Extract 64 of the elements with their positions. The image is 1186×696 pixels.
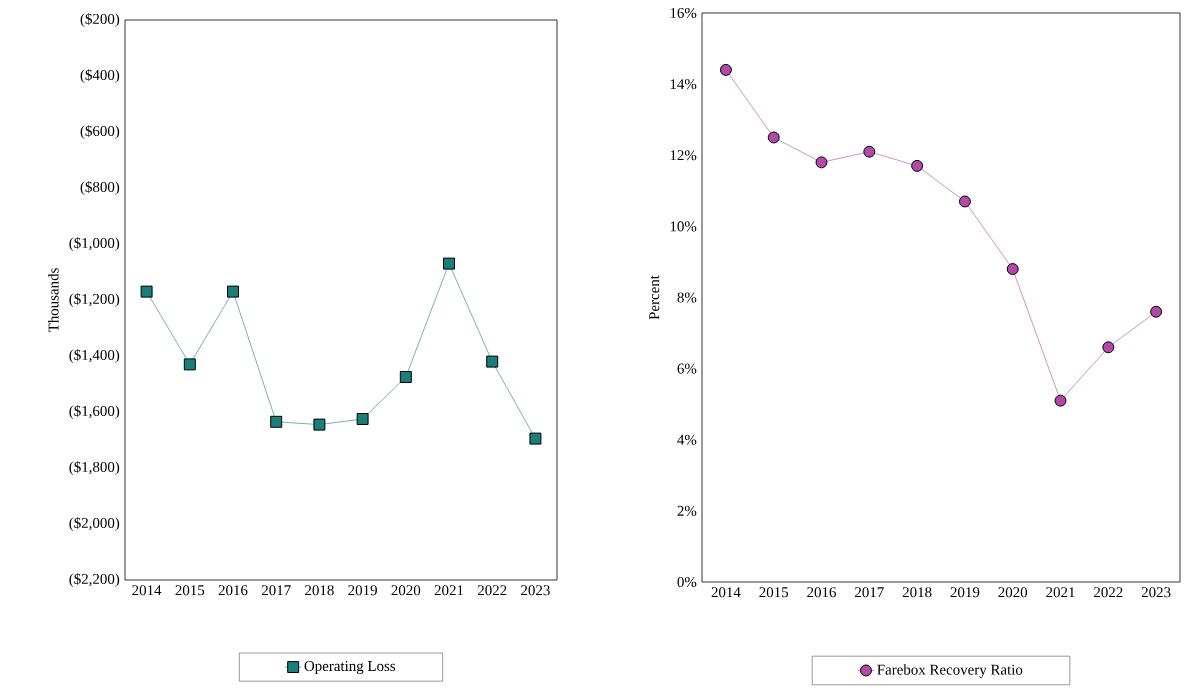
x-tick-label: 2016 xyxy=(807,587,837,598)
point xyxy=(486,355,499,368)
point xyxy=(356,413,369,425)
y-tick-label: ($800) xyxy=(80,181,120,195)
point xyxy=(958,195,971,208)
y-tick-label: 12% xyxy=(670,150,697,161)
point xyxy=(1150,305,1163,318)
y-tick-label: 10% xyxy=(670,221,697,232)
x-tick-label: 2021 xyxy=(1046,587,1075,598)
y-tick-label: ($1,000) xyxy=(69,237,120,251)
y-tick-label: ($600) xyxy=(80,125,120,139)
x-tick-label: 2018 xyxy=(305,585,334,596)
y-tick-label: ($1,200) xyxy=(69,293,120,308)
x-tick-label: 2022 xyxy=(477,585,507,596)
y-tick-label: ($1,800) xyxy=(69,461,120,476)
x-tick-label: 2023 xyxy=(521,585,550,596)
y-tick-label: 8% xyxy=(677,292,697,303)
y-axis-title: Percent xyxy=(649,275,660,320)
point xyxy=(815,156,828,169)
x-tick-label: 2023 xyxy=(1141,587,1171,598)
x-tick-label: 2017 xyxy=(261,585,291,596)
y-tick-label: 14% xyxy=(670,79,697,90)
point xyxy=(140,285,153,298)
point xyxy=(313,418,326,431)
x-tick-label: 2014 xyxy=(711,587,741,598)
y-tick-label: ($200) xyxy=(80,13,120,27)
x-tick-label: 2021 xyxy=(434,585,464,596)
point xyxy=(183,358,196,371)
point xyxy=(270,415,283,428)
y-tick-label: ($2,200) xyxy=(69,573,120,588)
x-tick-label: 2019 xyxy=(950,587,980,598)
point xyxy=(1006,263,1019,276)
x-tick-label: 2019 xyxy=(348,585,377,596)
point xyxy=(443,257,455,270)
point xyxy=(1054,394,1067,407)
point xyxy=(1102,341,1115,354)
point xyxy=(529,432,542,445)
legend-label: Operating Loss xyxy=(304,661,396,675)
y-tick-label: ($400) xyxy=(80,69,120,83)
point xyxy=(719,63,732,76)
point xyxy=(767,131,780,144)
point xyxy=(399,371,412,383)
x-tick-label: 2020 xyxy=(998,587,1028,598)
y-tick-label: ($2,000) xyxy=(69,517,120,532)
y-tick-label: 0% xyxy=(677,576,697,588)
point xyxy=(863,145,876,158)
x-tick-label: 2022 xyxy=(1094,587,1123,598)
y-tick-label: 2% xyxy=(677,505,697,516)
x-tick-label: 2020 xyxy=(391,585,421,596)
y-tick-label: ($1,400) xyxy=(69,349,120,364)
x-tick-label: 2015 xyxy=(175,585,205,596)
y-tick-label: 4% xyxy=(677,434,697,445)
x-tick-label: 2016 xyxy=(218,585,248,596)
x-tick-label: 2015 xyxy=(759,587,789,598)
point xyxy=(227,285,239,298)
x-tick-label: 2017 xyxy=(855,587,884,598)
y-tick-label: ($1,600) xyxy=(69,405,120,420)
point xyxy=(911,159,924,172)
y-tick-label: 6% xyxy=(677,363,697,374)
x-tick-label: 2014 xyxy=(132,585,162,596)
x-tick-label: 2018 xyxy=(902,587,932,598)
y-axis-title: Thousands xyxy=(48,268,59,333)
y-tick-label: 16% xyxy=(670,7,697,19)
legend-label: Farebox Recovery Ratio xyxy=(877,664,1023,678)
